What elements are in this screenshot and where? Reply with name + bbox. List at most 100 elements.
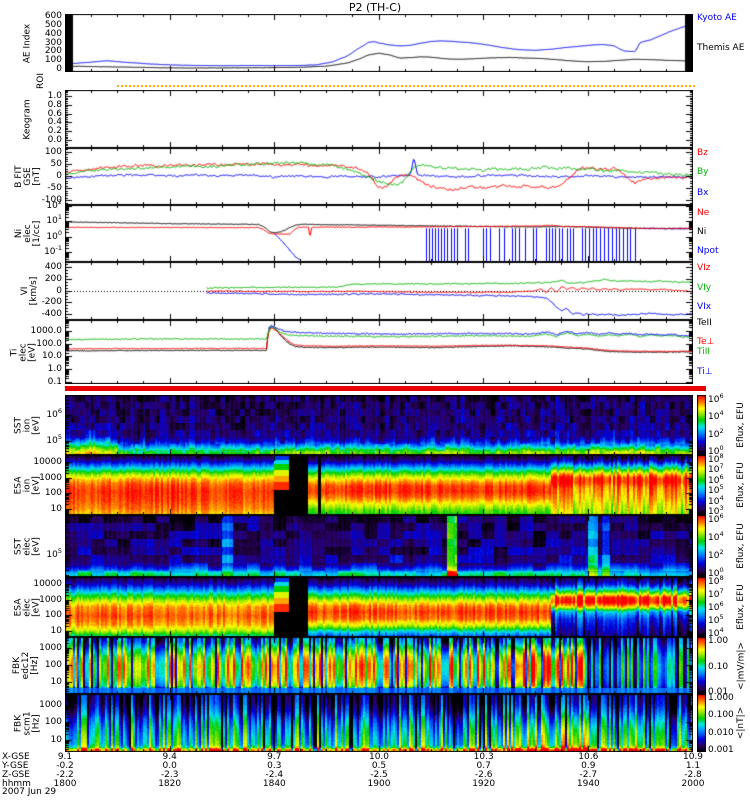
bottom-tick-value: -2.8 bbox=[684, 770, 702, 780]
ytick-label-fbk_b: 100 bbox=[44, 717, 62, 728]
colorbar-esa_elec bbox=[697, 577, 706, 637]
bottom-tick-value: 0.5 bbox=[371, 761, 387, 771]
ytick-label-temperature: 10.0 bbox=[41, 351, 62, 362]
series-label-VIy: VIy bbox=[697, 283, 712, 293]
colorbar-tick-label: 106 bbox=[708, 600, 724, 613]
ytick-label-bfit: 100 bbox=[44, 146, 62, 157]
colorbar-tick-label: 106 bbox=[708, 472, 724, 486]
bottom-tick-value: -2.2 bbox=[56, 770, 74, 780]
colorbar-sst_ion bbox=[697, 395, 706, 455]
panel-esa_elec-canvas bbox=[65, 577, 693, 637]
ytick-label-fbk_b: 1000 bbox=[39, 700, 62, 711]
colorbar-tick-label: 100 bbox=[708, 444, 724, 458]
colorbar-tick-label: 104 bbox=[708, 529, 724, 543]
colorbar-fbk_b bbox=[697, 694, 706, 752]
ytick-label-ae: 200 bbox=[44, 46, 62, 57]
bottom-tick-value: -2.4 bbox=[265, 770, 284, 780]
colorbar-fbk_e bbox=[697, 637, 706, 694]
colorbar-unit-label: <|mV/m|> bbox=[736, 641, 746, 690]
ytick-label-esa_elec: 100 bbox=[44, 610, 62, 621]
ytick-label-velocity: -400 bbox=[41, 309, 62, 320]
bottom-tick-value: -2.3 bbox=[160, 770, 179, 780]
colorbar-tick-label: 105 bbox=[708, 483, 724, 497]
series-label-Bz: Bz bbox=[697, 148, 708, 158]
ytick-label-temperature: 100.0 bbox=[36, 338, 62, 349]
ytick-label-velocity: 200 bbox=[44, 273, 62, 284]
bottom-tick-value: 10.6 bbox=[578, 752, 599, 762]
series-label-VIz: VIz bbox=[697, 263, 711, 273]
series-label-Bx: Bx bbox=[697, 188, 709, 198]
left-axis-label-temperature: Ti elec [eV] bbox=[9, 342, 38, 362]
ytick-label-ae: 600 bbox=[44, 10, 62, 21]
panel-temperature-canvas bbox=[65, 320, 693, 384]
left-axis-label-ae: AE Index bbox=[22, 23, 33, 63]
bottom-tick-value: 0.9 bbox=[581, 761, 596, 771]
ytick-label-ae: 400 bbox=[44, 28, 62, 39]
colorbar-tick-label: 0.100 bbox=[708, 710, 734, 721]
left-axis-label-fbk_b: FBK scm1 [Hz] bbox=[13, 710, 42, 736]
colorbar-tick-label: 108 bbox=[708, 451, 724, 465]
colorbar-tick-label: 104 bbox=[708, 493, 724, 507]
colorbar-tick-label: 107 bbox=[708, 586, 724, 600]
colorbar-tick-label: 103 bbox=[708, 504, 724, 518]
bottom-tick-value: 1840 bbox=[262, 779, 286, 789]
ytick-label-bfit: -50 bbox=[47, 183, 62, 194]
ytick-label-keogram: 0.6 bbox=[47, 108, 62, 119]
bottom-tick-value: 10.0 bbox=[368, 752, 390, 762]
colorbar-tick-label: 0.001 bbox=[708, 744, 734, 755]
colorbar-tick-label: 106 bbox=[708, 391, 724, 405]
series-label-Ni: Ni bbox=[697, 227, 707, 237]
ytick-label-esa_ion: 1000 bbox=[39, 472, 62, 483]
roi-axis-label: ROI bbox=[36, 73, 46, 89]
colorbar-tick-label: 102 bbox=[708, 426, 724, 440]
ytick-label-ae: 0 bbox=[56, 64, 62, 75]
bottom-row-header-Z-GSE: Z-GSE bbox=[2, 770, 30, 780]
ytick-label-keogram: 0.0 bbox=[47, 135, 62, 146]
plot-title: P2 (TH-C) bbox=[348, 1, 402, 14]
colorbar-unit-label: Eflux, EFU bbox=[736, 584, 746, 630]
series-label-TiII: TiII bbox=[697, 347, 711, 357]
spectrogram-separator bbox=[65, 386, 706, 391]
bottom-tick-value: -0.2 bbox=[56, 761, 74, 771]
panel-fbk_b-canvas bbox=[65, 694, 693, 752]
colorbar-tick-label: 0.01 bbox=[708, 686, 729, 697]
ytick-label-bfit: -100 bbox=[41, 195, 62, 206]
series-label-Kyoto AE: Kyoto AE bbox=[697, 13, 737, 23]
ytick-label-temperature: 0.1 bbox=[47, 376, 62, 387]
colorbar-unit-label: <|nT|> bbox=[736, 706, 746, 740]
colorbar-unit-label: Eflux, EFU bbox=[736, 523, 746, 569]
ytick-label-temperature: 1000.0 bbox=[30, 326, 63, 336]
ytick-label-ae: 300 bbox=[44, 37, 62, 48]
bottom-tick-value: -2.6 bbox=[474, 770, 493, 780]
colorbar-tick-label: 0.10 bbox=[708, 661, 729, 672]
colorbar-tick-label: 106 bbox=[708, 511, 724, 525]
colorbar-tick-label: 102 bbox=[708, 548, 724, 562]
ytick-label-fbk_b: 10 bbox=[50, 734, 62, 745]
colorbar-tick-label: 100 bbox=[708, 566, 724, 580]
ytick-label-temperature: 1.0 bbox=[47, 364, 62, 375]
series-label-Te⊥: Te⊥ bbox=[697, 337, 715, 347]
left-axis-label-fbk_e: FBK edc12 [Hz] bbox=[11, 651, 40, 680]
bottom-row-header-hhmm: hhmm bbox=[2, 779, 31, 789]
panel-fbk_e-canvas bbox=[65, 637, 693, 694]
colorbar-unit-label: Eflux, EFU bbox=[736, 462, 746, 508]
bottom-tick-value: 1920 bbox=[472, 779, 496, 789]
ytick-label-esa_elec: 10000 bbox=[33, 578, 62, 589]
bottom-tick-value: 9.1 bbox=[57, 752, 73, 762]
ytick-label-fbk_e: 100 bbox=[44, 659, 62, 670]
bottom-tick-value: 10.9 bbox=[682, 752, 704, 762]
series-label-By: By bbox=[697, 167, 709, 177]
ytick-label-density: 100 bbox=[46, 228, 62, 242]
series-label-Themis AE: Themis AE bbox=[697, 43, 745, 53]
ytick-label-ae: 100 bbox=[44, 55, 62, 66]
bottom-tick-value: -2.5 bbox=[370, 770, 388, 780]
bottom-tick-value: -2.7 bbox=[579, 770, 598, 780]
colorbar-tick-label: 0.010 bbox=[708, 727, 734, 738]
bottom-tick-value: 9.7 bbox=[267, 752, 282, 762]
left-axis-label-esa_ion: ESA ion [eV] bbox=[13, 475, 42, 495]
panel-esa_ion-canvas bbox=[65, 455, 693, 515]
ytick-label-ae: 500 bbox=[44, 19, 62, 30]
ytick-label-esa_elec: 1000 bbox=[39, 594, 62, 605]
left-axis-label-bfit: B FIT GSE [nT] bbox=[13, 165, 42, 188]
